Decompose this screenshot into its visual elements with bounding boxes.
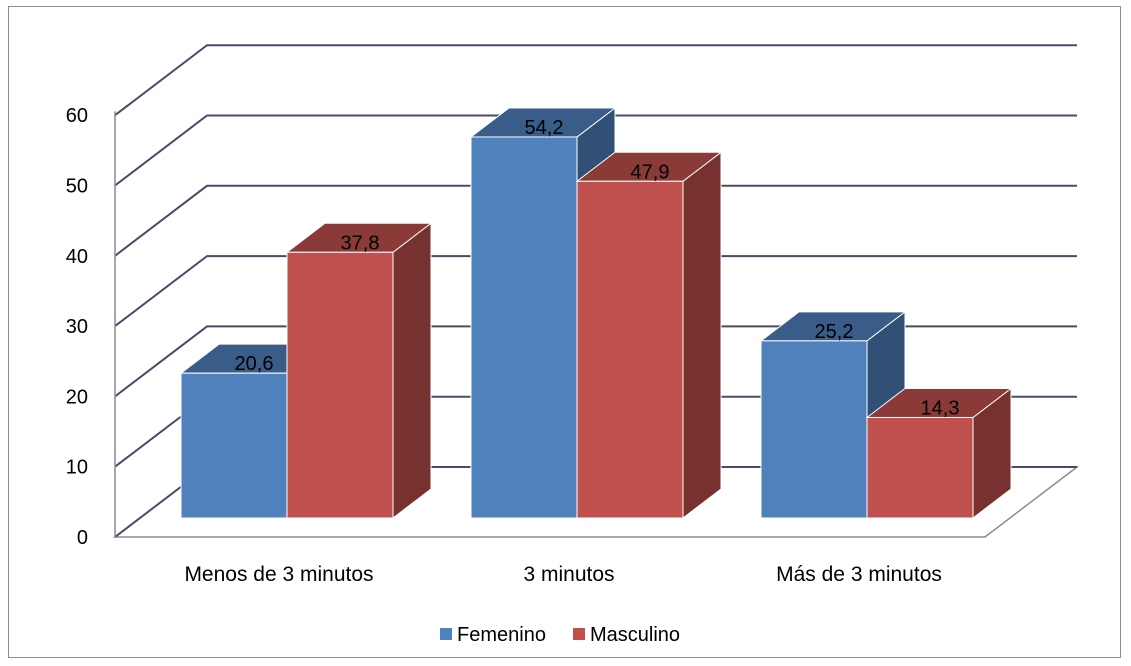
gridline	[114, 114, 1077, 187]
data-label: 25,2	[815, 321, 854, 343]
x-tick-label: Menos de 3 minutos	[184, 563, 373, 586]
bar	[470, 136, 578, 519]
y-tick-label: 0	[77, 527, 88, 549]
data-label: 20,6	[235, 353, 274, 375]
bar	[180, 372, 288, 519]
bar	[576, 180, 684, 519]
bar	[760, 340, 868, 519]
data-label: 47,9	[631, 161, 670, 183]
gridline	[114, 184, 1077, 257]
data-label: 54,2	[525, 117, 564, 139]
legend-label: Masculino	[590, 624, 680, 646]
bar	[866, 416, 974, 519]
y-tick-label: 50	[66, 176, 88, 198]
data-label: 14,3	[921, 397, 960, 419]
bar	[286, 251, 394, 519]
gridline	[114, 44, 1077, 116]
bar-side	[392, 222, 432, 520]
legend-label: Femenino	[457, 624, 546, 646]
data-label: 37,8	[341, 232, 380, 254]
bar-side	[682, 151, 722, 520]
y-tick-label: 30	[66, 316, 88, 338]
y-tick-label: 60	[66, 105, 88, 127]
y-tick-label: 10	[66, 457, 88, 479]
x-tick-label: 3 minutos	[523, 563, 614, 586]
legend-swatch	[573, 628, 585, 640]
gridline	[114, 255, 1077, 327]
legend-swatch	[440, 628, 452, 640]
y-tick-label: 20	[66, 386, 88, 408]
y-tick-label: 40	[66, 246, 88, 268]
x-tick-label: Más de 3 minutos	[776, 563, 942, 586]
